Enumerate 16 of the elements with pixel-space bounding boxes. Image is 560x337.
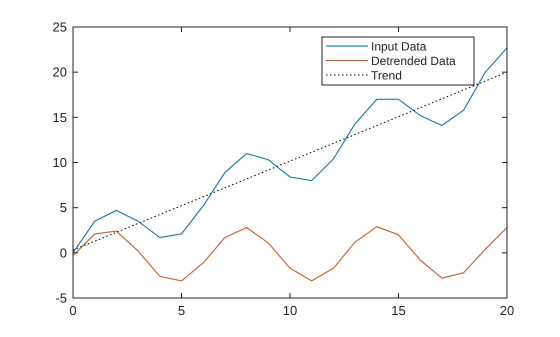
y-tick-label: 0 [60,245,67,260]
y-tick-label: -5 [55,290,67,306]
legend-label: Detrended Data [371,54,456,68]
x-tick-label: 15 [391,303,406,318]
y-tick-label: 5 [60,200,67,216]
x-tick-label: 0 [69,303,77,318]
y-tick-label: 25 [52,20,67,34]
x-tick-label: 10 [282,303,298,318]
y-tick-label: 10 [52,155,67,170]
y-tick-label: 15 [52,110,67,125]
x-tick-label: 20 [500,303,514,318]
legend-label: Trend [371,68,402,82]
x-tick-label: 5 [178,303,186,318]
y-tick-label: 20 [52,64,67,80]
line-series [72,226,508,282]
legend-label: Input Data [371,40,427,54]
